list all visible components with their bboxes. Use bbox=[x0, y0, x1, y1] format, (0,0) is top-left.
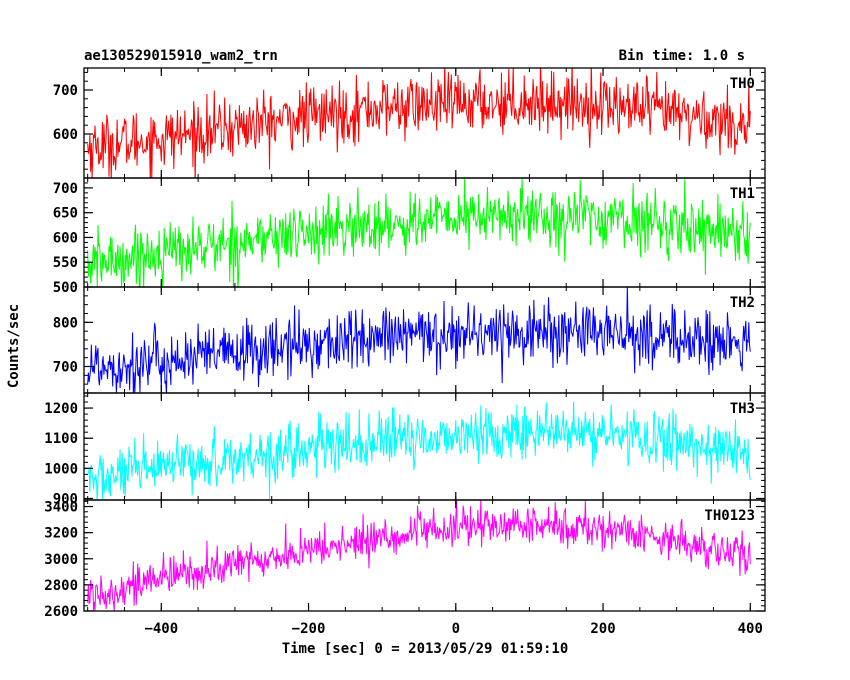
series-line-th0 bbox=[87, 68, 751, 178]
series-label: TH0 bbox=[730, 76, 755, 92]
y-tick-label: 700 bbox=[53, 181, 78, 197]
y-tick-label: 550 bbox=[53, 255, 78, 271]
x-tick-label: 200 bbox=[590, 621, 615, 637]
panel-th2: 800 700 TH2 bbox=[53, 286, 766, 394]
panel-frame bbox=[83, 499, 766, 612]
chart-title: ae130529015910_wam2_trn bbox=[84, 48, 278, 64]
panel-th1: 500 550 600 650 700 TH1 bbox=[53, 177, 766, 296]
x-tick-label: −400 bbox=[144, 621, 178, 637]
series-label: TH1 bbox=[730, 186, 755, 202]
y-tick-label: 3000 bbox=[44, 552, 78, 568]
x-tick-label: 400 bbox=[738, 621, 763, 637]
y-tick-label: 900 bbox=[53, 491, 78, 507]
series-line-th0123 bbox=[87, 500, 751, 611]
series-label: TH2 bbox=[730, 295, 755, 311]
y-tick-label: 2600 bbox=[44, 604, 78, 620]
y-tick-label: 1200 bbox=[44, 401, 78, 417]
x-axis-title: Time [sec] 0 = 2013/05/29 01:59:10 bbox=[282, 641, 569, 657]
y-tick-label: 3200 bbox=[44, 526, 78, 542]
panels-group: 600 700 TH0 500 550 600 650 700 TH1 800 700 TH2 900 1… bbox=[44, 67, 766, 637]
bin-time-label: Bin time: 1.0 s bbox=[619, 48, 745, 64]
y-tick-label: 700 bbox=[53, 83, 78, 99]
y-tick-label: 600 bbox=[53, 230, 78, 246]
y-tick-label: 1100 bbox=[44, 431, 78, 447]
x-tick-label: 0 bbox=[452, 621, 460, 637]
y-tick-label: 600 bbox=[53, 127, 78, 143]
y-tick-label: 2800 bbox=[44, 578, 78, 594]
series-label: TH3 bbox=[730, 401, 755, 417]
y-tick-label: 3400 bbox=[44, 500, 78, 516]
y-tick-label: 1000 bbox=[44, 461, 78, 477]
y-axis-title: Counts/sec bbox=[6, 304, 22, 388]
y-tick-label: 650 bbox=[53, 206, 78, 222]
series-line-th2 bbox=[87, 287, 751, 393]
series-label: TH0123 bbox=[704, 508, 755, 524]
panel-th0: 600 700 TH0 bbox=[53, 67, 766, 179]
series-line-th3 bbox=[87, 401, 751, 500]
series-line-th1 bbox=[87, 178, 751, 287]
y-tick-label: 500 bbox=[53, 280, 78, 296]
x-tick-label: −200 bbox=[292, 621, 326, 637]
y-tick-label: 700 bbox=[53, 360, 78, 376]
panel-th0123: 2600 2800 3000 3200 3400 TH0123 bbox=[44, 499, 766, 620]
panel-th3: 900 1000 1100 1200 TH3 bbox=[44, 392, 766, 507]
y-tick-label: 800 bbox=[53, 315, 78, 331]
